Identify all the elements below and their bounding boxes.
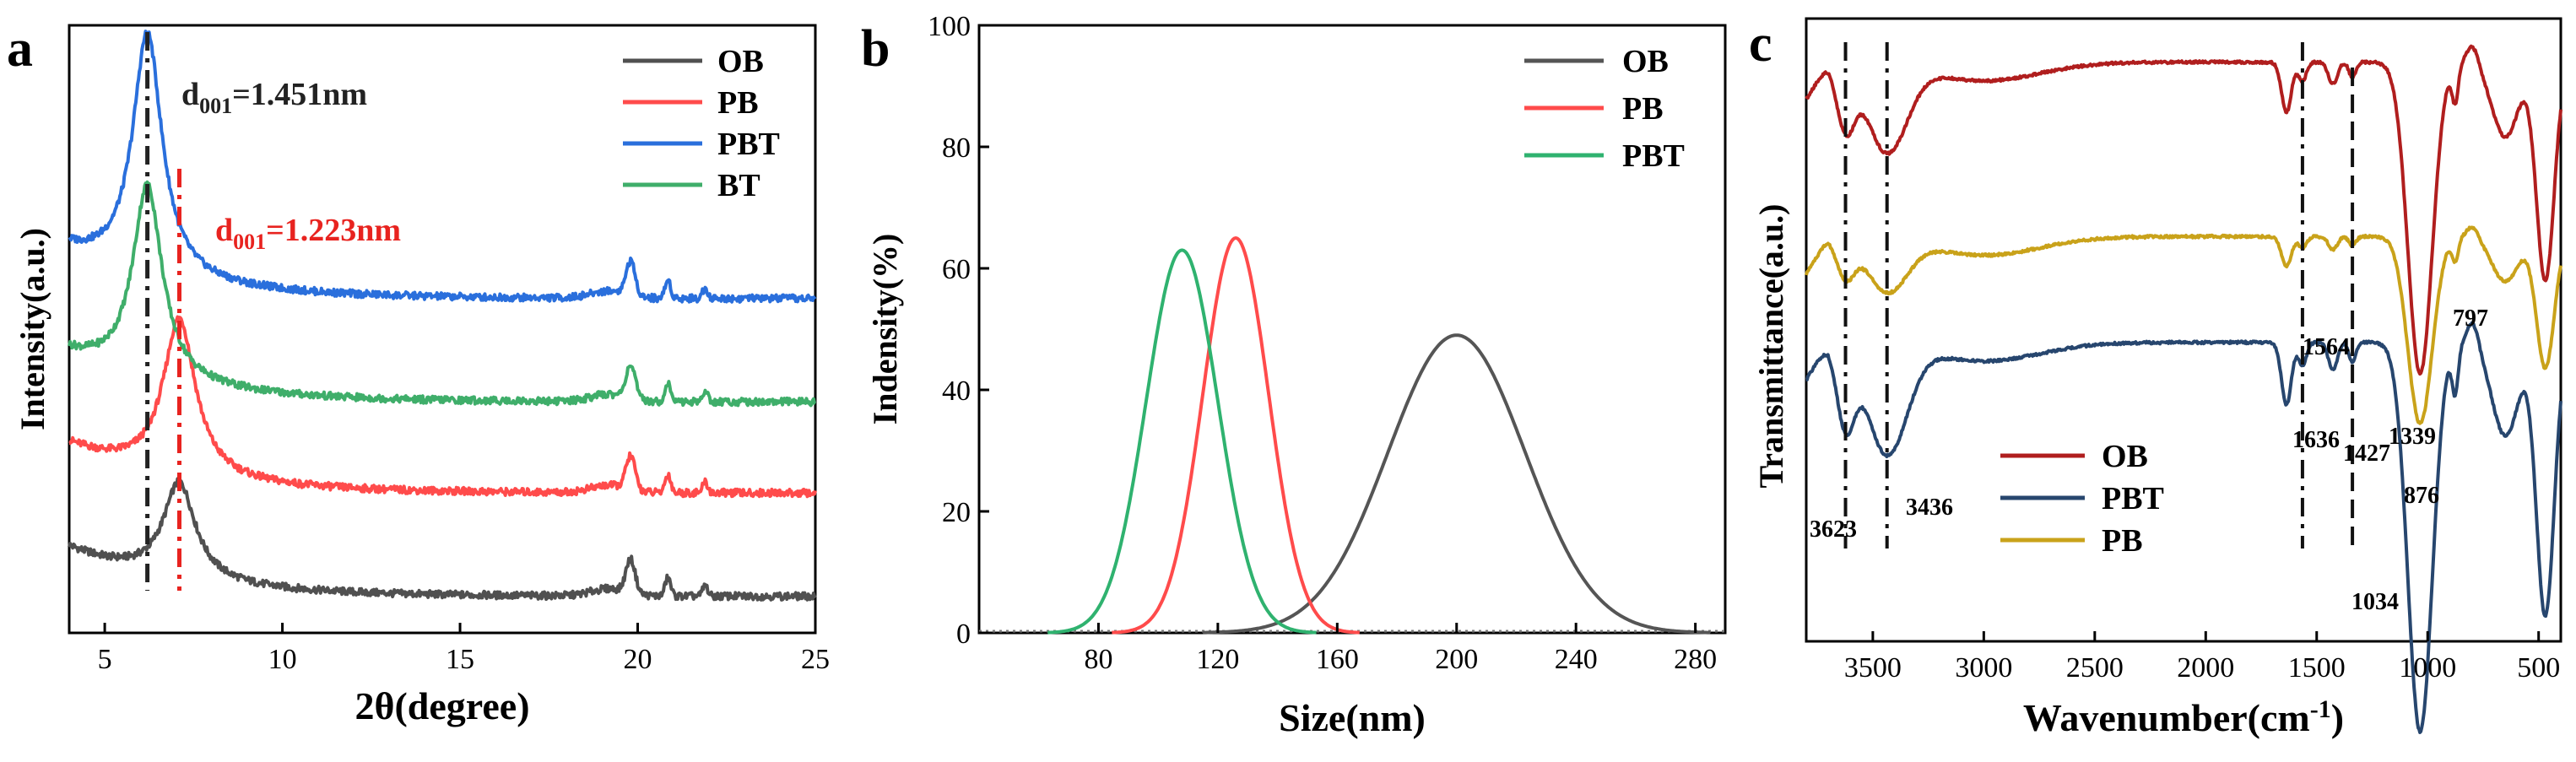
xtick-label: 15 [446,644,474,675]
ytick-label: 100 [928,11,971,42]
legend-label-pbt: PBT [2102,481,2164,516]
legend-label-pbt: PBT [717,127,780,162]
xtick-label: 280 [1674,644,1717,675]
xtick-label: 500 [2517,652,2560,684]
xtick-label: 5 [98,644,112,675]
panel-a-xlabel: 2θ(degree) [354,684,529,727]
ytick-label: 20 [942,497,971,528]
panel-a-frame [68,24,817,635]
panel-a-annotations: d001=1.451nm d001=1.223nm [145,32,401,591]
peak-label-3623: 3623 [1810,516,1857,543]
xtick-label: 80 [1084,644,1112,675]
panel-c-frame [1805,17,2562,643]
xtick-label: 240 [1555,644,1598,675]
series-ob-line [68,477,817,602]
panel-b: b 80 120 160 200 240 280 0 20 40 60 80 100 Size(nm)… [861,11,1727,739]
panel-a-curves [68,30,817,602]
xtick-label: 3000 [1955,652,2012,684]
legend-label-pbt: PBT [1622,138,1685,174]
xtick-label: 1000 [2399,652,2456,684]
panel-b-xlabel: Size(nm) [1279,696,1426,739]
xtick-label: 200 [1435,644,1478,675]
legend-label-bt: BT [717,168,760,203]
xtick-label: 2000 [2177,652,2234,684]
series-pb-line [1805,225,2562,425]
panel-b-ticks: 80 120 160 200 240 280 0 20 40 60 80 100 [928,11,1717,675]
peak-label-876: 876 [2404,483,2439,509]
panel-b-ylabel: Indensity(%) [866,234,904,425]
legend-label-ob: OB [717,44,764,79]
xtick-label: 20 [624,644,652,675]
panel-c-curves [1805,42,2562,734]
xtick-label: 2500 [2066,652,2124,684]
xtick-label: 1500 [2288,652,2346,684]
legend-label-pb: PB [717,85,759,121]
panel-b-legend: OB PB PBT [1524,44,1685,174]
xtick-label: 3500 [1844,652,1902,684]
peak-label-3436: 3436 [1906,494,1953,521]
legend-label-ob: OB [1622,44,1669,79]
panel-a-label: a [7,20,33,78]
series-pb-line [68,315,817,499]
series-pb-line [1112,236,1361,635]
d001-label-pb: d001=1.223nm [215,213,401,254]
peak-label-1339: 1339 [2389,424,2436,450]
panel-c-label: c [1749,15,1772,73]
ytick-label: 80 [942,132,971,164]
series-pbt-line [1047,248,1317,635]
ytick-label: 40 [942,376,971,407]
ytick-label: 0 [956,619,971,650]
panel-a-xticks: 5 10 15 20 25 [98,623,830,675]
legend-label-pb: PB [1622,91,1664,127]
xtick-label: 25 [801,644,830,675]
d001-label-ob: d001=1.451nm [181,77,367,118]
series-ob-line [1203,333,1711,635]
peak-label-1427: 1427 [2343,440,2390,467]
xtick-label: 160 [1316,644,1359,675]
panel-c-legend: OB PBT PB [2000,439,2164,559]
xtick-label: 120 [1196,644,1239,675]
legend-label-ob: OB [2102,439,2148,474]
panel-c: c 3500 3000 2500 2000 1500 1000 500 Wavenumber… [1749,15,2562,739]
panel-b-label: b [861,20,890,78]
legend-label-pb: PB [2102,523,2143,559]
panel-a-ylabel: Intensity(a.u.) [14,228,51,430]
ytick-label: 60 [942,254,971,285]
panel-c-xlabel: Wavenumber(cm-1) [2023,695,2344,739]
panel-a: a 5 10 15 20 25 2θ(degree) Intensity(a.u.) d… [7,20,830,727]
panel-c-xticks: 3500 3000 2500 2000 1500 1000 500 [1844,631,2560,684]
panel-c-ylabel: Transmittance(a.u.) [1752,204,1790,489]
xtick-label: 10 [268,644,297,675]
panel-b-curves [979,236,1725,635]
panel-a-legend: OB PB PBT BT [623,44,780,203]
peak-label-1636: 1636 [2292,427,2340,453]
peak-label-1564: 1564 [2303,334,2350,360]
peak-label-1034: 1034 [2351,589,2399,615]
series-pbt-line [1805,321,2562,734]
series-ob-line [1805,44,2562,376]
peak-label-797: 797 [2453,305,2488,332]
series-pbt-line [68,30,817,304]
series-bt-line [68,180,817,408]
